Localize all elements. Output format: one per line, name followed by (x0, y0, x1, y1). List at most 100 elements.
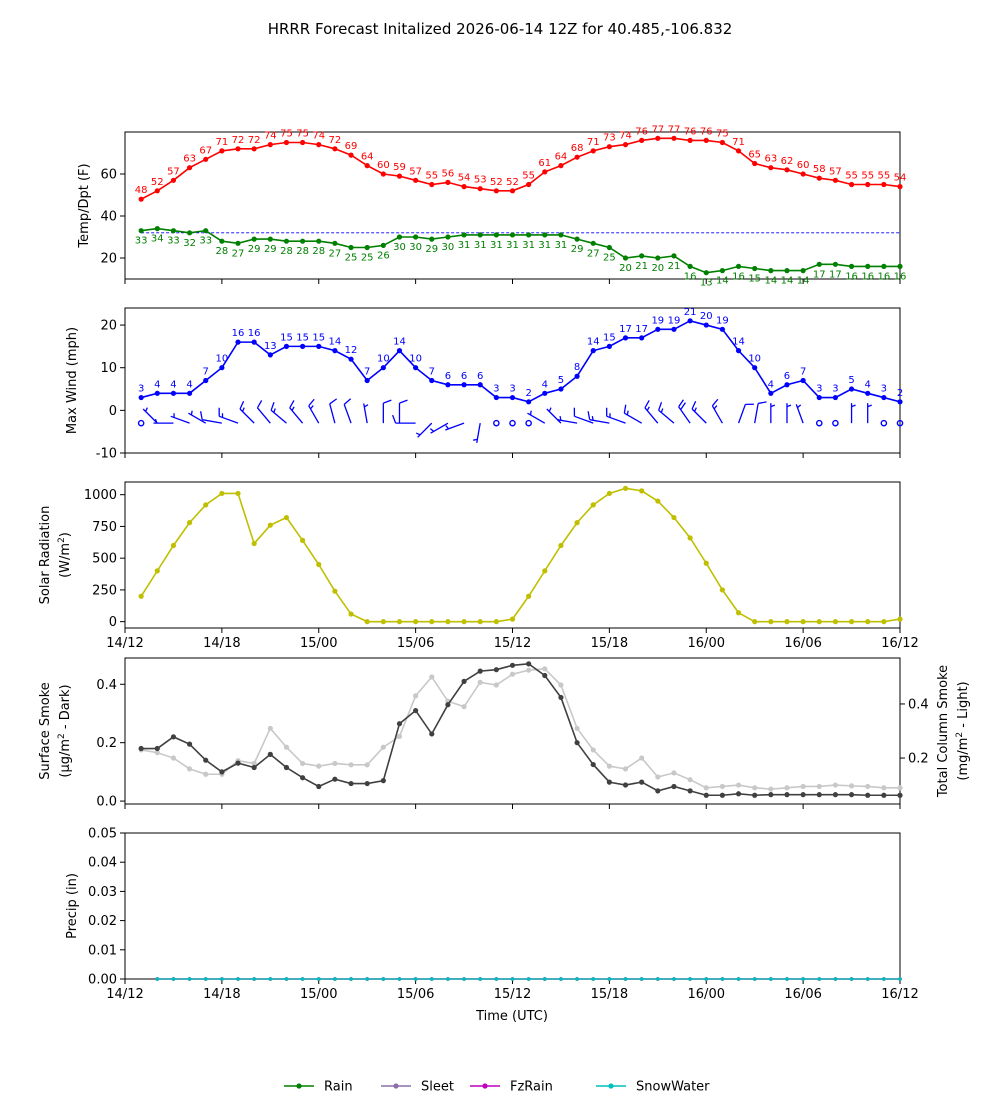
wind-barb-half-feather (291, 406, 295, 411)
snowwater-point (704, 977, 709, 981)
wind-value-label: 4 (186, 379, 192, 390)
dewpoint-point (267, 236, 273, 242)
dewpoint-value-label: 26 (377, 250, 390, 261)
dewpoint-value-label: 16 (894, 271, 907, 282)
wind-point (590, 348, 596, 354)
wind-barb (429, 422, 449, 434)
smoke_surface-point (752, 792, 758, 798)
dewpoint-value-label: 14 (716, 276, 729, 287)
wind-value-label: 14 (393, 337, 406, 348)
wind-barb-half-feather (529, 410, 532, 416)
wind-barb (473, 423, 481, 443)
wind-value-label: 5 (558, 375, 564, 386)
wind-point (380, 365, 386, 371)
y-tick-label: -10 (96, 447, 117, 462)
temp-point (283, 139, 290, 146)
wind-value-label: 6 (784, 371, 790, 382)
solar-point (590, 502, 596, 508)
y-tick-label: 500 (92, 552, 117, 567)
temp-value-label: 57 (409, 166, 422, 177)
solar-line (140, 487, 901, 623)
wind-barb (329, 398, 338, 424)
smoke_surface-point (865, 792, 871, 798)
wind-barb (398, 399, 408, 424)
wind-value-label: 15 (296, 332, 309, 343)
solar-point (509, 616, 516, 622)
y-tick-label: 0.0 (96, 795, 117, 810)
wind-barb-half-feather (851, 404, 856, 408)
temp-value-label: 77 (668, 124, 681, 135)
temp-value-label: 52 (506, 177, 519, 188)
smoke_column-point (671, 770, 677, 776)
dewpoint-point (590, 240, 596, 246)
wind-value-label: 4 (865, 379, 871, 390)
dewpoint-line (141, 227, 900, 274)
dewpoint-value-label: 28 (296, 246, 309, 257)
smoke_column-point (848, 783, 855, 789)
wind-barb (142, 407, 158, 424)
precip-ylabel: Precip (in) (65, 873, 80, 939)
smoke_surface-point (897, 792, 903, 798)
dewpoint-value-label: 31 (555, 240, 568, 251)
wind-barb (445, 422, 465, 431)
snowwater-point (672, 977, 676, 981)
temp-point (138, 196, 144, 202)
wind-barb-feather (270, 402, 275, 411)
wind-barb (795, 404, 804, 424)
snowwater-point (752, 977, 757, 981)
legend-label: SnowWater (636, 1080, 710, 1095)
temperature-ylabel: Temp/Dpt (F) (77, 163, 92, 248)
temp-point (574, 154, 580, 160)
smoke_surface-point (687, 788, 693, 794)
solar-point (477, 619, 483, 625)
wind-point (493, 394, 499, 401)
solar-point (348, 611, 354, 617)
smoke_surface-point (768, 792, 774, 798)
wind-line (140, 319, 901, 403)
wind-point (687, 318, 693, 324)
wind-barb-feather (329, 398, 338, 405)
wind-barb (786, 403, 792, 424)
smoke_column-point (865, 783, 871, 790)
y-tick-label: 250 (92, 583, 117, 598)
temp-point (719, 139, 725, 146)
wind-barb-half-feather (429, 428, 435, 432)
smoke_column-point (590, 747, 596, 753)
smoke_column-point (380, 744, 386, 750)
dewpoint-point (526, 232, 532, 238)
wind-point (283, 343, 290, 349)
wind-barb-half-feather (591, 415, 594, 421)
temp-point (735, 148, 742, 154)
smoke_column-point (574, 725, 580, 731)
x-axis-label: Time (UTC) (475, 1009, 548, 1024)
wind-value-label: 2 (525, 388, 531, 399)
smoke_surface-point (800, 792, 806, 798)
dewpoint-point (219, 238, 225, 244)
smoke_column-point (348, 762, 354, 768)
wind-barb (678, 399, 691, 424)
wind-barb-feather (587, 411, 591, 420)
snowwater-point (333, 977, 337, 981)
smoke_surface-point (574, 740, 580, 746)
wind-barb-calm (832, 419, 839, 427)
wind-point (574, 373, 580, 379)
wind-barb-half-feather (445, 425, 450, 430)
y-tick-label: 0.03 (88, 885, 117, 900)
dewpoint-value-label: 13 (700, 278, 713, 289)
wind-value-label: 3 (509, 384, 515, 395)
smoke-ylabel-right-units: (mg/m2 - Light) (955, 681, 971, 780)
x-tick-label: 14/18 (203, 636, 240, 651)
snowwater-point (446, 977, 450, 981)
wind-barb (415, 422, 433, 438)
smoke_column-point (752, 785, 758, 791)
temp-point (655, 135, 661, 141)
wind-value-label: 5 (848, 375, 854, 386)
wind-barb-shaft (329, 403, 336, 424)
wind-barb (658, 402, 675, 424)
smoke_surface-point (170, 734, 177, 740)
wind-ylabel: Max Wind (mph) (65, 327, 80, 434)
temp-point (558, 163, 564, 169)
wind-barb-calm (509, 419, 516, 427)
dewpoint-value-label: 31 (538, 240, 551, 251)
wind-barb (363, 403, 369, 424)
